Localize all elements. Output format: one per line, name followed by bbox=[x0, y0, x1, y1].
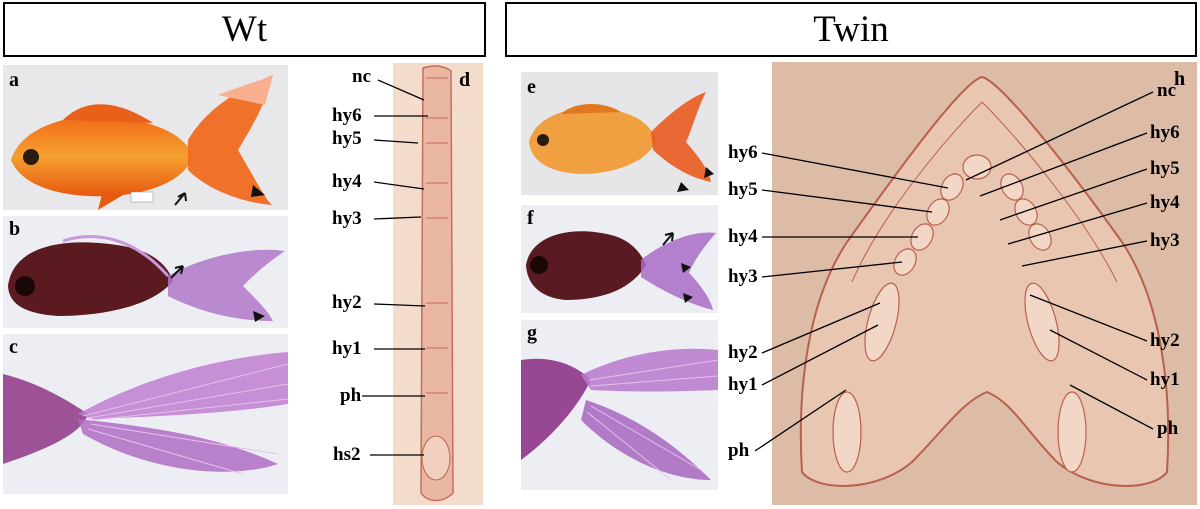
h-right-label-hy6: hy6 bbox=[1150, 122, 1180, 143]
stained-wt-fish-image bbox=[8, 235, 285, 322]
h-right-label-hy4: hy4 bbox=[1150, 192, 1180, 213]
goldfish-twin-image bbox=[529, 92, 714, 192]
d-label-hs2: hs2 bbox=[333, 444, 361, 465]
header-twin: Twin bbox=[505, 2, 1197, 57]
twin-section-image bbox=[799, 75, 1170, 487]
panel-e-photo: e bbox=[521, 72, 718, 195]
h-left-label-hy2: hy2 bbox=[728, 342, 758, 363]
panel-a-photo: a bbox=[3, 65, 288, 210]
h-left-label-ph: ph bbox=[728, 440, 750, 461]
panel-g-photo: g bbox=[521, 320, 718, 490]
header-wt: Wt bbox=[3, 2, 486, 57]
stained-twin-fish-image bbox=[526, 231, 716, 310]
panel-f-photo: f bbox=[521, 205, 718, 313]
tail-twin-closeup-image bbox=[521, 348, 718, 481]
h-right-label-hy5: hy5 bbox=[1150, 158, 1180, 179]
header-wt-text: Wt bbox=[221, 9, 268, 50]
h-right-label-ph: ph bbox=[1157, 418, 1179, 439]
h-right-label-hy3: hy3 bbox=[1150, 230, 1180, 251]
d-label-hy6: hy6 bbox=[332, 105, 362, 126]
tail-wt-closeup-image bbox=[3, 352, 288, 475]
d-label-hy4: hy4 bbox=[332, 171, 362, 192]
panel-f-label: f bbox=[527, 207, 534, 229]
d-label-hy1: hy1 bbox=[332, 338, 362, 359]
panel-b-photo: b bbox=[3, 216, 288, 328]
panel-c-photo: c bbox=[3, 334, 288, 494]
wt-section-image bbox=[420, 65, 454, 502]
d-label-nc: nc bbox=[352, 66, 371, 87]
h-left-label-hy1: hy1 bbox=[728, 374, 758, 395]
h-left-label-hy5: hy5 bbox=[728, 179, 758, 200]
d-label-ph: ph bbox=[340, 385, 362, 406]
panel-h-section: h bbox=[772, 62, 1197, 505]
panel-d-section: d bbox=[393, 63, 483, 505]
header-twin-text: Twin bbox=[813, 9, 889, 50]
panel-c-label: c bbox=[9, 336, 18, 358]
d-label-hy3: hy3 bbox=[332, 208, 362, 229]
h-right-label-hy1: hy1 bbox=[1150, 369, 1180, 390]
panel-h-label: h bbox=[1174, 68, 1186, 90]
h-left-label-hy6: hy6 bbox=[728, 142, 758, 163]
goldfish-wt-image bbox=[11, 75, 273, 210]
panel-e-label: e bbox=[527, 76, 536, 98]
h-right-label-hy2: hy2 bbox=[1150, 330, 1180, 351]
panel-g-label: g bbox=[527, 322, 537, 344]
h-left-label-hy3: hy3 bbox=[728, 266, 758, 287]
h-right-label-nc: nc bbox=[1157, 80, 1176, 101]
panel-b-label: b bbox=[9, 218, 21, 240]
panel-a-label: a bbox=[9, 69, 19, 91]
d-label-hy2: hy2 bbox=[332, 292, 362, 313]
h-left-label-hy4: hy4 bbox=[728, 226, 758, 247]
d-label-hy5: hy5 bbox=[332, 128, 362, 149]
panel-d-label: d bbox=[459, 69, 471, 91]
